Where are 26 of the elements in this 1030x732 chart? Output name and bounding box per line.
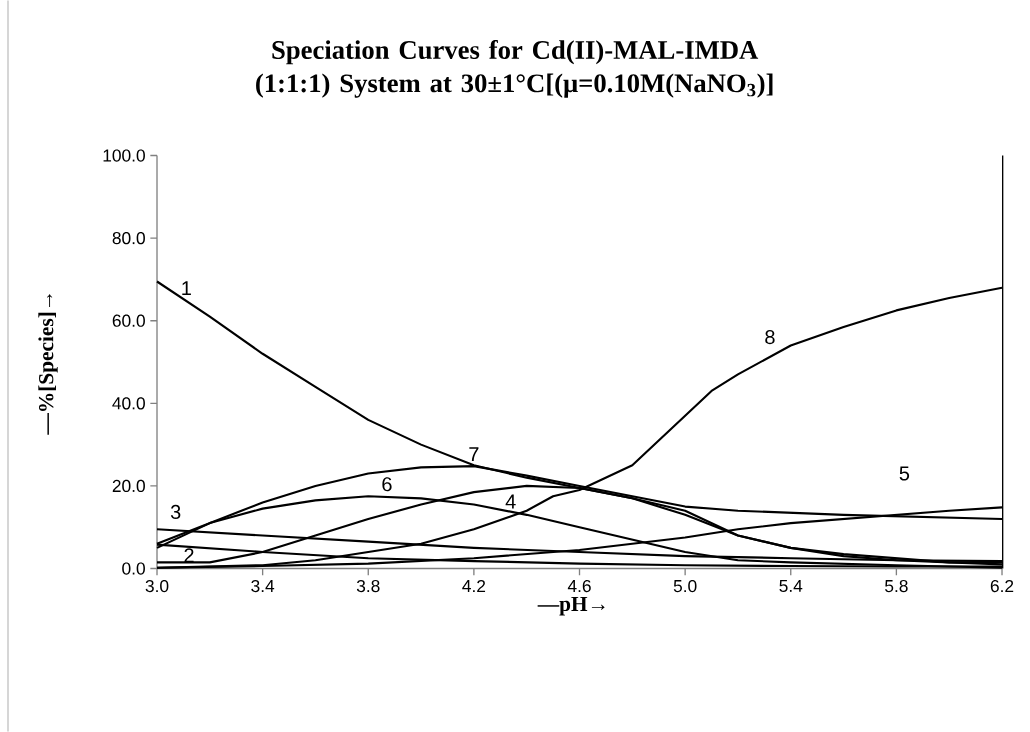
x-tick-label: 3.4 [251,579,275,593]
annotation: 1 [182,281,191,296]
y-tick-label: 80.0 [112,231,145,245]
x-tick-label: 5.4 [779,579,803,592]
x-tick-label: 4.6 [567,579,591,593]
x-tick-label: 3.0 [145,579,169,593]
x-tick-label: 6.2 [990,579,1014,593]
y-tick-label: 20.0 [112,479,145,493]
x-tick-label: 5.0 [673,579,697,593]
x-tick-label: 4.2 [462,579,486,592]
annotation: 5 [899,466,910,481]
annotation: 3 [170,504,181,519]
annotation: 7 [469,447,479,461]
annotation: 6 [382,477,392,492]
x-tick-label: 5.8 [885,579,908,593]
y-axis-title: —%[Species]→ [38,294,58,435]
y-tick-label: 60.0 [112,314,145,327]
annotation: 4 [505,494,516,509]
chart-title: Speciation Curves for Cd(II)-MAL-IMDA (1:1:1) System at 30±1°C[(μ=0.10M(NaNO$_{3}$)] [256,39,773,98]
y-tick-label: 100.0 [103,149,145,162]
x-tick-label: 3.8 [356,579,380,593]
annotation: 8 [765,329,775,345]
y-tick-label: 40.0 [112,397,145,410]
y-tick-label: 0.0 [122,562,145,575]
annotation: 2 [184,548,194,563]
x-axis-title: —pH→ [537,596,605,616]
